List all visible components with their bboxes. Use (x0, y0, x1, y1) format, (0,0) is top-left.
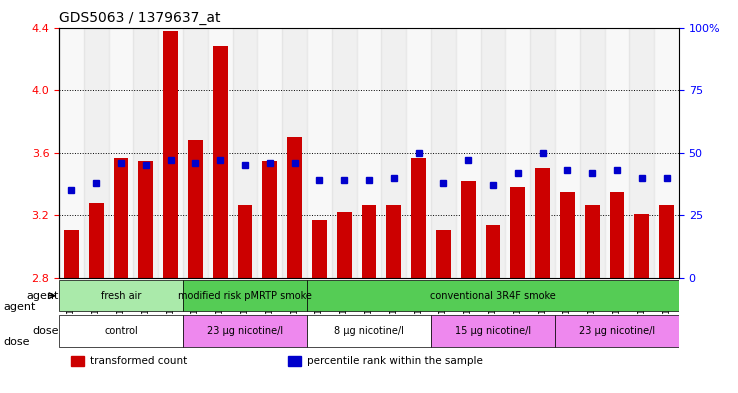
FancyBboxPatch shape (307, 280, 679, 311)
Bar (382, 28, 406, 278)
FancyBboxPatch shape (431, 315, 555, 347)
Bar (486, 225, 500, 278)
Text: control: control (104, 326, 138, 336)
FancyBboxPatch shape (59, 280, 183, 311)
Bar (560, 192, 575, 278)
Bar (114, 158, 128, 278)
Bar (289, 356, 301, 366)
Bar (258, 28, 282, 278)
Bar (584, 204, 599, 278)
Bar (436, 230, 451, 278)
Bar (456, 28, 480, 278)
Bar (232, 28, 258, 278)
Bar (406, 28, 431, 278)
Text: percentile rank within the sample: percentile rank within the sample (307, 356, 483, 366)
Text: fresh air: fresh air (101, 291, 141, 301)
Text: transformed count: transformed count (90, 356, 187, 366)
Bar (604, 28, 630, 278)
Bar (139, 161, 154, 278)
Bar (287, 137, 302, 278)
Bar (362, 204, 376, 278)
Bar (580, 28, 604, 278)
Text: dose: dose (4, 337, 30, 347)
Bar (108, 28, 134, 278)
Bar (89, 203, 103, 278)
Bar (411, 158, 426, 278)
Bar (72, 356, 84, 366)
Bar (511, 187, 525, 278)
Bar (387, 204, 401, 278)
Text: agent: agent (4, 301, 36, 312)
Text: modified risk pMRTP smoke: modified risk pMRTP smoke (178, 291, 312, 301)
Bar (263, 161, 277, 278)
Text: 8 μg nicotine/l: 8 μg nicotine/l (334, 326, 404, 336)
Bar (461, 181, 475, 278)
FancyBboxPatch shape (183, 315, 307, 347)
FancyBboxPatch shape (555, 315, 679, 347)
Bar (134, 28, 158, 278)
Bar (610, 192, 624, 278)
Bar (654, 28, 679, 278)
Bar (307, 28, 332, 278)
Bar (188, 140, 203, 278)
Bar (64, 230, 79, 278)
Bar (163, 31, 178, 278)
Bar (555, 28, 580, 278)
Text: dose: dose (32, 326, 59, 336)
Bar (659, 204, 674, 278)
Bar (356, 28, 382, 278)
Bar (59, 28, 84, 278)
Bar (282, 28, 307, 278)
Bar (337, 212, 351, 278)
FancyBboxPatch shape (307, 315, 431, 347)
Bar (635, 214, 649, 278)
Bar (535, 169, 550, 278)
Bar (183, 28, 208, 278)
Bar (332, 28, 356, 278)
Text: 23 μg nicotine/l: 23 μg nicotine/l (207, 326, 283, 336)
FancyBboxPatch shape (183, 280, 307, 311)
Text: 15 μg nicotine/l: 15 μg nicotine/l (455, 326, 531, 336)
Bar (506, 28, 530, 278)
Bar (431, 28, 456, 278)
Bar (213, 46, 227, 278)
Text: 23 μg nicotine/l: 23 μg nicotine/l (579, 326, 655, 336)
FancyBboxPatch shape (59, 315, 183, 347)
Bar (480, 28, 506, 278)
Text: GDS5063 / 1379637_at: GDS5063 / 1379637_at (59, 11, 221, 25)
Text: agent: agent (27, 291, 59, 301)
Bar (530, 28, 555, 278)
Bar (84, 28, 108, 278)
Bar (312, 220, 327, 278)
Bar (158, 28, 183, 278)
Bar (630, 28, 654, 278)
Bar (208, 28, 232, 278)
Text: conventional 3R4F smoke: conventional 3R4F smoke (430, 291, 556, 301)
Bar (238, 204, 252, 278)
